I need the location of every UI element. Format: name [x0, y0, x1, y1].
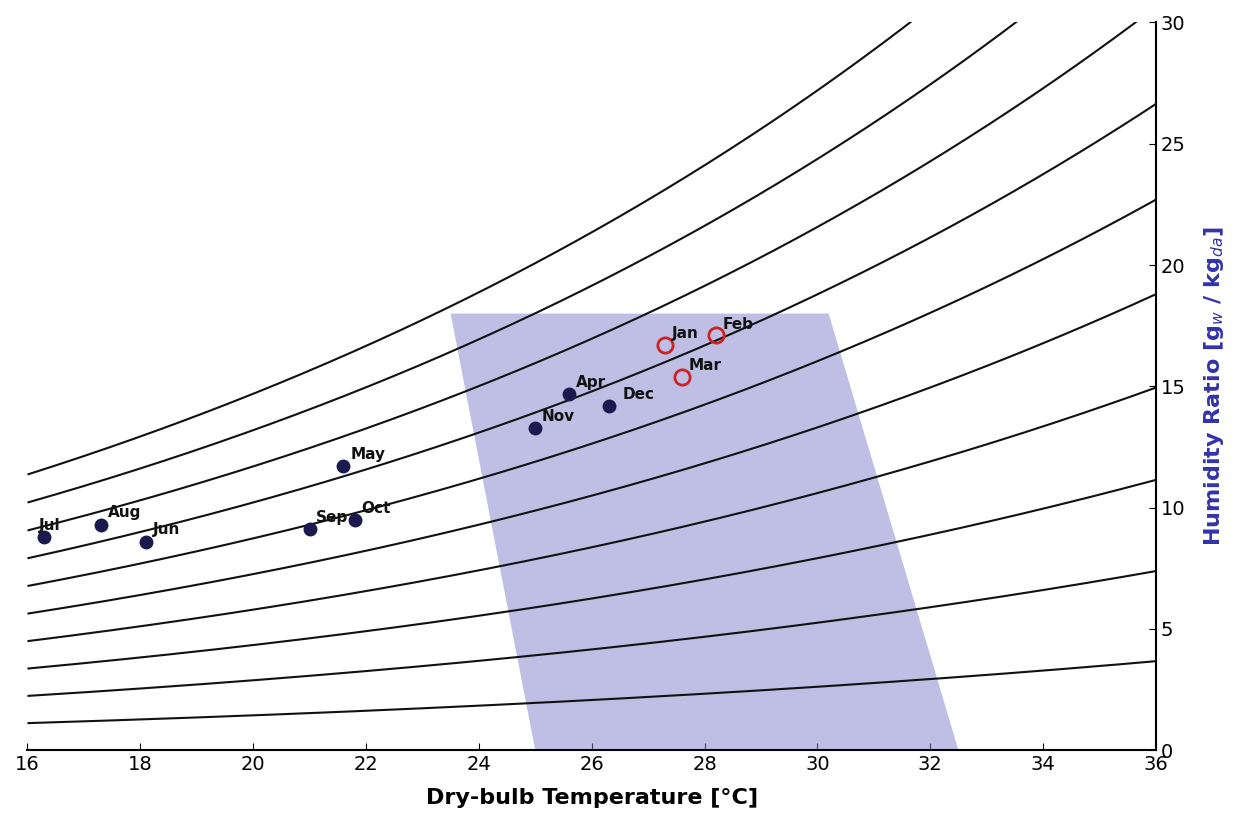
- Text: Dec: Dec: [623, 387, 654, 402]
- Text: Apr: Apr: [576, 374, 606, 390]
- Text: Jul: Jul: [38, 518, 61, 532]
- Polygon shape: [450, 314, 958, 751]
- Text: May: May: [350, 447, 385, 463]
- Text: Jan: Jan: [671, 327, 699, 342]
- Text: Jun: Jun: [153, 523, 180, 537]
- Text: Mar: Mar: [689, 358, 721, 373]
- Text: Aug: Aug: [108, 505, 140, 520]
- Text: Nov: Nov: [542, 409, 575, 424]
- Text: Sep: Sep: [316, 510, 349, 525]
- X-axis label: Dry-bulb Temperature [°C]: Dry-bulb Temperature [°C]: [426, 788, 757, 808]
- Y-axis label: Humidity Ratio [g$_w$ / kg$_{da}$]: Humidity Ratio [g$_w$ / kg$_{da}$]: [1203, 226, 1226, 546]
- Text: Feb: Feb: [722, 317, 753, 332]
- Text: Oct: Oct: [361, 500, 391, 515]
